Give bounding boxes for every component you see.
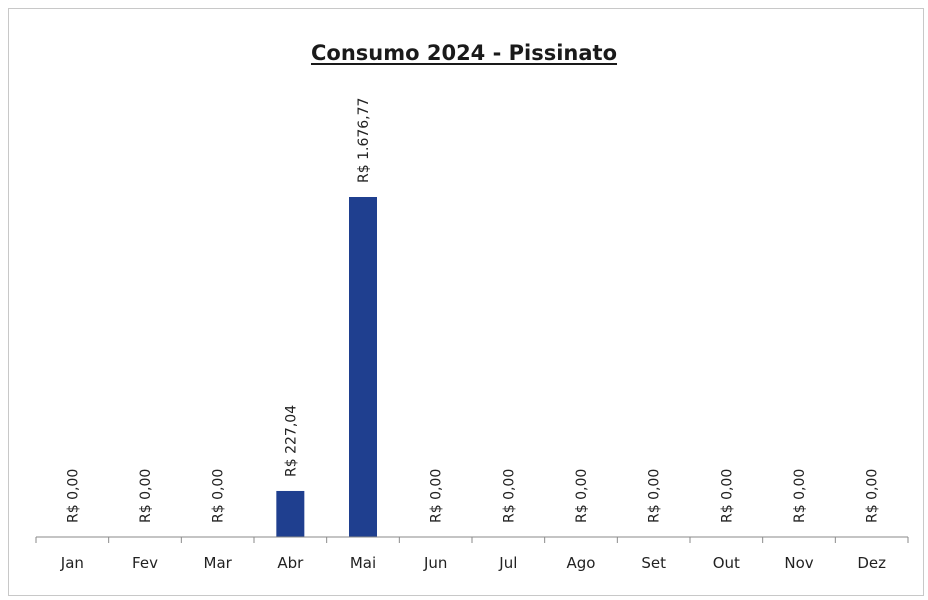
- chart-frame: [8, 8, 924, 596]
- x-axis-ticks: [35, 537, 909, 543]
- category-label-mai: Mai: [350, 554, 376, 572]
- data-label-fev: R$ 0,00: [138, 469, 154, 523]
- bar-abr: [276, 490, 305, 537]
- data-label-jan: R$ 0,00: [65, 469, 81, 523]
- data-labels: R$ 0,00 R$ 0,00 R$ 0,00 R$ 227,04 R$ 1.676,7…: [65, 98, 880, 523]
- data-label-out: R$ 0,00: [719, 469, 735, 523]
- data-label-mai: R$ 1.676,77: [356, 98, 372, 183]
- category-label-nov: Nov: [784, 554, 813, 572]
- category-label-set: Set: [641, 554, 666, 572]
- category-label-mar: Mar: [204, 554, 233, 572]
- bar-mai: [349, 197, 377, 537]
- category-label-ago: Ago: [567, 554, 596, 572]
- data-label-dez: R$ 0,00: [865, 469, 881, 523]
- category-label-abr: Abr: [277, 554, 304, 572]
- data-label-ago: R$ 0,00: [574, 469, 590, 523]
- data-label-jul: R$ 0,00: [501, 469, 517, 523]
- bars: [276, 197, 377, 537]
- data-label-mar: R$ 0,00: [211, 469, 227, 523]
- data-label-nov: R$ 0,00: [792, 469, 808, 523]
- data-label-abr: R$ 227,04: [283, 405, 299, 477]
- category-labels: Jan Fev Mar Abr Mai Jun Jul Ago Set Out Nov Dez: [60, 554, 886, 572]
- category-label-out: Out: [713, 554, 740, 572]
- data-label-jun: R$ 0,00: [429, 469, 445, 523]
- category-label-jan: Jan: [60, 554, 84, 572]
- data-label-set: R$ 0,00: [647, 469, 663, 523]
- chart-title: Consumo 2024 - Pissinato: [310, 41, 618, 65]
- category-label-fev: Fev: [132, 554, 158, 572]
- category-label-jun: Jun: [423, 554, 447, 572]
- category-label-dez: Dez: [857, 554, 886, 572]
- category-label-jul: Jul: [498, 554, 517, 572]
